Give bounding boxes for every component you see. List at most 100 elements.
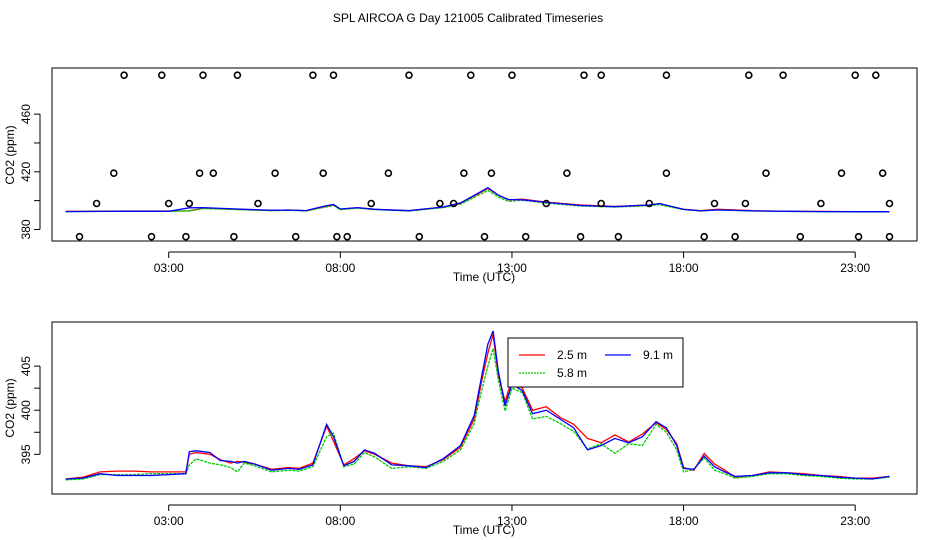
top-outlier-point [199,71,207,79]
bottom-series-line-2-5-m [65,334,890,480]
bottom-y-tick-label: 395 [19,444,33,464]
top-outlier-point [871,71,880,79]
legend-label-9-1m: 9.1 m [643,348,673,362]
top-x-tick-label: 13:00 [497,261,527,275]
bottom-y-axis: 395 400 405 [19,356,41,464]
bottom-series-line-5-8-m [65,348,890,481]
top-y-tick-label: 420 [19,161,33,181]
bottom-x-tick-label: 03:00 [154,514,184,528]
top-outlier-point [436,199,444,208]
top-outlier-point [597,71,606,79]
bottom-y-tick-label: 400 [19,400,33,420]
top-outlier-point [521,232,530,241]
top-x-axis: 03:00 08:00 13:00 18:00 23:00 [154,251,871,275]
top-outlier-point [731,232,739,241]
top-outlier-point [75,232,84,241]
top-outlier-point [164,199,173,208]
top-outlier-point [333,232,341,241]
bottom-x-tick-label: 23:00 [840,514,870,528]
top-outlier-point [597,199,606,208]
bottom-x-axis: 03:00 08:00 13:00 18:00 23:00 [154,504,871,528]
top-outlier-point [367,199,376,208]
top-outlier-point [762,169,770,177]
top-y-axis-title: CO2 (ppm) [3,125,17,184]
bottom-x-axis-title: Time (UTC) [453,523,515,537]
top-outlier-point [271,169,279,177]
top-outlier-point [329,71,338,79]
bottom-panel: 395 400 405 03:00 08:00 13:00 18:00 23:00 Time… [3,321,918,537]
top-outlier-point [92,199,101,208]
bottom-y-tick-label: 405 [19,356,33,376]
top-series-line-5-8-m [65,189,890,213]
top-outlier-point [796,232,805,241]
top-plot-frame [51,67,918,242]
top-outlier-point [645,199,654,208]
top-outlier-point [854,232,863,241]
top-outlier-point [466,71,475,79]
top-y-tick-label: 460 [19,104,33,124]
top-outlier-point [885,199,894,208]
top-outlier-point [779,71,787,79]
top-outlier-point [885,232,894,241]
legend-box [507,337,684,388]
top-outlier-point [182,232,190,241]
top-outlier-point [662,71,671,79]
top-outlier-point [580,71,588,79]
top-outlier-point [449,199,458,208]
top-y-axis: 380 420 460 [19,104,41,239]
bottom-plot-frame [51,321,918,495]
top-outlier-point [343,232,352,241]
top-outlier-point [480,232,489,241]
top-outlier-point [878,169,887,177]
top-outlier-point [563,169,571,177]
top-outlier-point [195,169,204,177]
top-outlier-point [120,71,128,79]
top-outlier-point [291,232,300,241]
top-outlier-point [542,199,551,208]
chart-title: SPL AIRCOA G Day 121005 Calibrated Times… [333,11,603,25]
top-x-axis-title: Time (UTC) [453,270,515,284]
top-outlier-point [209,169,218,177]
top-outlier-point [185,199,194,208]
top-outlier-point [147,232,156,241]
top-outlier-point [254,199,262,208]
bottom-series-line-9-1-m [65,330,890,480]
top-x-tick-label: 03:00 [154,261,184,275]
top-outlier-point [710,199,719,208]
top-y-tick-label: 380 [19,219,33,239]
top-outlier-group [75,71,894,241]
top-outlier-point [576,232,585,241]
top-outlier-point [319,169,328,177]
legend-label-5-8m: 5.8 m [557,366,587,380]
top-outlier-point [405,71,413,79]
top-outlier-point [837,169,846,177]
top-outlier-point [309,71,317,79]
top-x-tick-label: 23:00 [840,261,870,275]
top-outlier-point [662,169,671,177]
bottom-x-tick-label: 08:00 [325,514,355,528]
top-outlier-point [158,71,166,79]
top-outlier-point [415,232,424,241]
top-outlier-point [744,71,753,79]
top-outlier-point [741,199,750,208]
top-x-tick-label: 08:00 [325,261,355,275]
top-outlier-point [700,232,709,241]
top-outlier-point [460,169,468,177]
top-outlier-point [233,71,242,79]
top-series-group [65,186,890,213]
top-outlier-point [508,71,516,79]
top-outlier-point [110,169,118,177]
top-outlier-point [851,71,860,79]
top-panel: 380 420 460 03:00 08:00 13:00 18:00 23:00 Time… [3,67,918,284]
top-series-line-9-1-m [65,186,890,213]
legend: 2.5 m 9.1 m 5.8 m [507,337,684,388]
top-outlier-point [614,232,623,241]
bottom-x-tick-label: 18:00 [669,514,699,528]
bottom-series-group [65,330,890,481]
top-outlier-point [384,169,393,177]
top-outlier-point [487,169,496,177]
top-outlier-point [817,199,825,208]
legend-label-2-5m: 2.5 m [557,348,587,362]
